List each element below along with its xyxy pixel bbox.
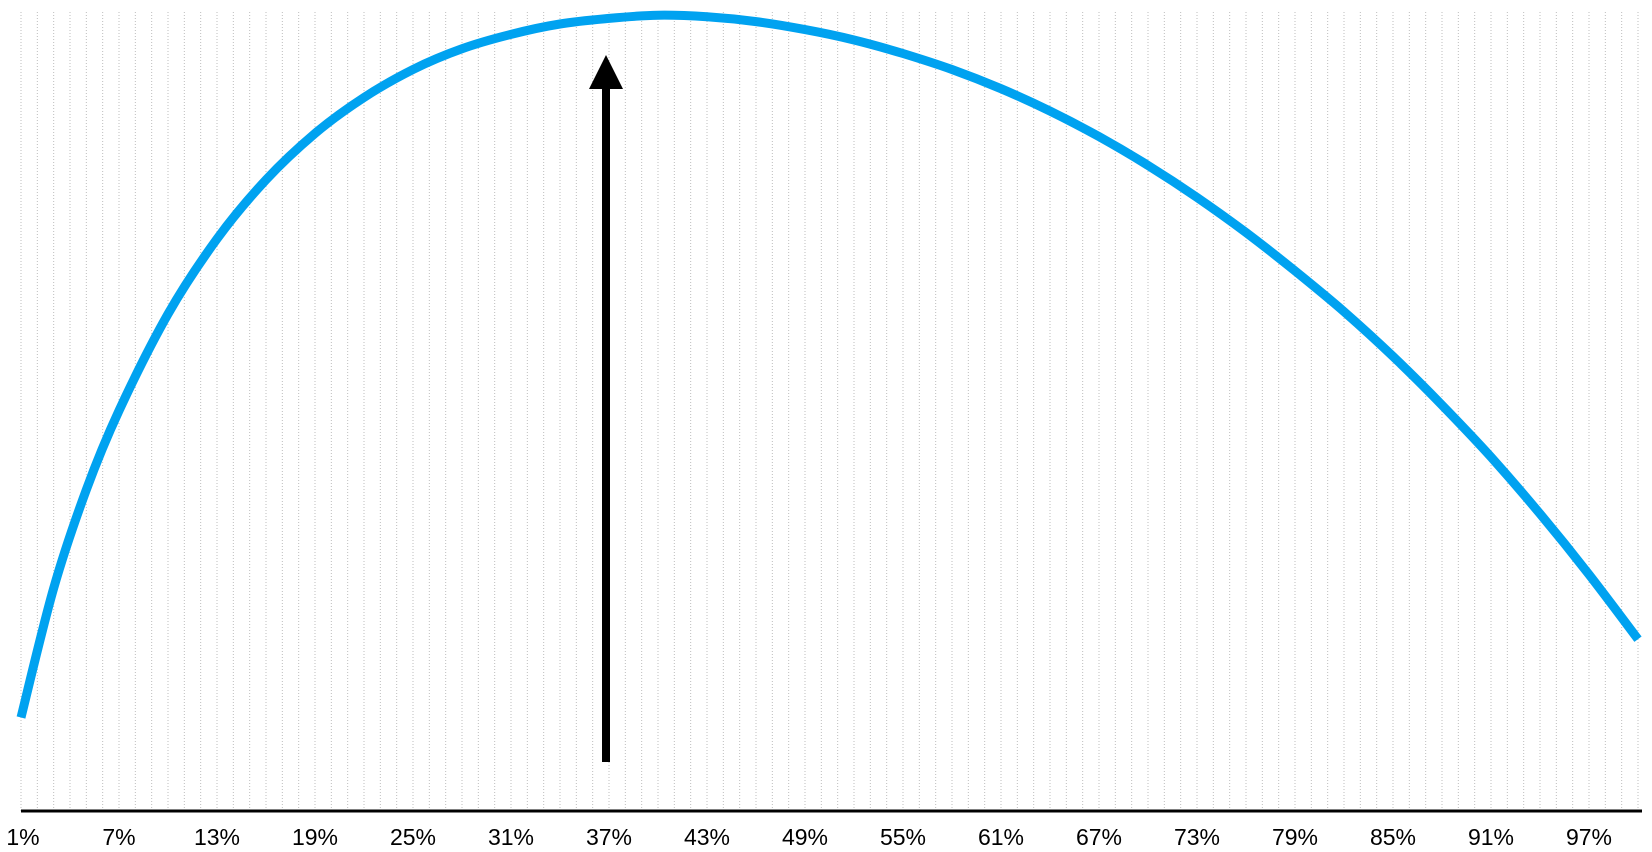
x-tick-label: 67% (1076, 824, 1122, 850)
x-tick-label: 55% (880, 824, 926, 850)
x-tick-label: 13% (194, 824, 240, 850)
x-tick-label: 19% (292, 824, 338, 850)
series-line (16, 10, 1642, 719)
x-tick-label: 97% (1566, 824, 1612, 850)
x-tick-label: 79% (1272, 824, 1318, 850)
arrow-annotation (589, 55, 623, 762)
x-tick-label: 1% (6, 824, 39, 850)
x-tick-label: 91% (1468, 824, 1514, 850)
x-tick-label: 49% (782, 824, 828, 850)
x-tick-label: 31% (488, 824, 534, 850)
x-tick-label: 73% (1174, 824, 1220, 850)
x-tick-label: 61% (978, 824, 1024, 850)
x-tick-label: 85% (1370, 824, 1416, 850)
x-tick-label: 37% (586, 824, 632, 850)
x-tick-label: 43% (684, 824, 730, 850)
vertical-gridlines (20, 12, 1639, 811)
x-tick-label: 25% (390, 824, 436, 850)
arrow-shaft (602, 86, 610, 762)
arrow-head-icon (589, 55, 623, 89)
x-tick-label: 7% (102, 824, 135, 850)
x-tick-labels: 1% 7% 13% 19% 25% 31% 37% 43% 49% 55% 61% 67% 73% 79%… (6, 824, 1612, 850)
